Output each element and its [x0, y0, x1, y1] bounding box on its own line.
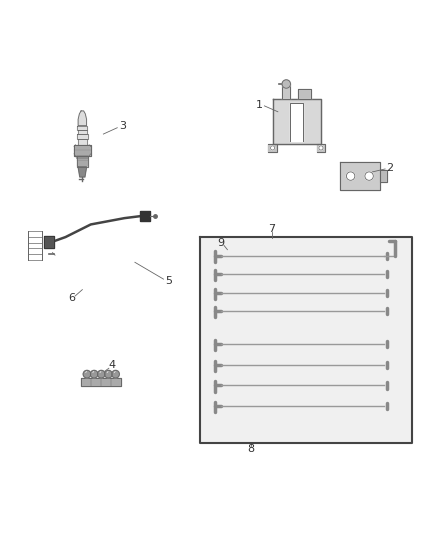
Text: 2: 2 [386, 163, 393, 173]
Polygon shape [298, 90, 311, 99]
Polygon shape [78, 130, 87, 134]
Polygon shape [140, 212, 151, 221]
Circle shape [105, 370, 112, 378]
Polygon shape [380, 170, 387, 182]
Circle shape [90, 370, 98, 378]
Text: 8: 8 [247, 445, 254, 455]
Polygon shape [268, 144, 277, 152]
Text: 4: 4 [108, 360, 115, 370]
Circle shape [365, 172, 373, 180]
Polygon shape [81, 378, 121, 386]
Polygon shape [78, 167, 87, 177]
Polygon shape [76, 156, 88, 158]
Polygon shape [77, 126, 88, 130]
Polygon shape [74, 144, 91, 156]
Circle shape [98, 370, 105, 378]
Text: 9: 9 [218, 238, 225, 248]
Polygon shape [200, 237, 413, 443]
Polygon shape [317, 144, 325, 152]
Polygon shape [78, 139, 87, 144]
Circle shape [346, 172, 355, 180]
Polygon shape [78, 111, 87, 126]
Polygon shape [77, 156, 88, 167]
Text: 7: 7 [268, 224, 275, 233]
Polygon shape [44, 236, 54, 247]
Polygon shape [272, 99, 321, 144]
Text: 1: 1 [255, 100, 262, 110]
Polygon shape [340, 163, 380, 190]
Circle shape [112, 370, 119, 378]
Text: 6: 6 [68, 293, 75, 303]
Circle shape [83, 370, 91, 378]
Text: 3: 3 [119, 120, 126, 131]
Polygon shape [77, 134, 88, 139]
Text: 5: 5 [165, 276, 172, 286]
Polygon shape [283, 84, 290, 99]
Circle shape [319, 146, 323, 150]
Circle shape [282, 80, 290, 88]
Circle shape [271, 146, 275, 150]
Polygon shape [290, 103, 303, 141]
